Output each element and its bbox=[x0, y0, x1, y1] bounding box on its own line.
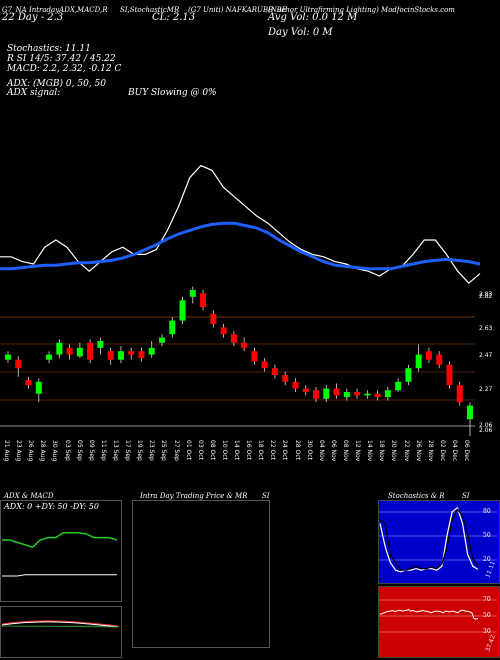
candle-body bbox=[46, 354, 53, 360]
candle-body bbox=[107, 351, 114, 360]
candle-body bbox=[189, 290, 196, 297]
candle-body bbox=[169, 320, 176, 335]
header-avg-vol: Avg Vol: 0.0 12 M bbox=[268, 12, 358, 23]
rsi-level-50: 50 bbox=[483, 612, 491, 619]
candle-body bbox=[128, 351, 135, 355]
stoch-black-line bbox=[379, 508, 479, 571]
candle-body bbox=[425, 351, 432, 360]
price-axis-label: 2.06 bbox=[479, 422, 493, 429]
price-axis-label: 2.47 bbox=[479, 352, 493, 359]
candle-body bbox=[292, 381, 299, 389]
stoch-level-80: 80 bbox=[483, 508, 491, 515]
header-title-a: G7_NA IntradayADX,MACD,R bbox=[2, 6, 108, 14]
candle-body bbox=[364, 393, 371, 396]
candle-body bbox=[241, 342, 248, 348]
stoch-panel bbox=[378, 500, 500, 584]
candle-body bbox=[405, 368, 412, 382]
candle-body bbox=[323, 388, 330, 399]
stoch-value: Stochastics: 11.11 bbox=[7, 44, 91, 54]
price-axis-label: 2.27 bbox=[479, 386, 493, 393]
rsi-value: R SI 14/5: 37.42 / 45.22 bbox=[7, 54, 116, 64]
stoch-level-50: 50 bbox=[483, 532, 491, 539]
header-title-c: (G7 Uniti) NAFKARUBB_BE bbox=[188, 6, 287, 14]
buy-signal: BUY Slowing @ 0% bbox=[128, 88, 217, 98]
candle-body bbox=[354, 392, 361, 396]
candle-body bbox=[76, 347, 83, 357]
macd-value: MACD: 2.2, 2.32, -0.12 C bbox=[7, 64, 122, 74]
candle-body bbox=[271, 368, 278, 375]
adx-white-line bbox=[2, 574, 117, 577]
adx-panel-values: ADX: 0 +DY: 50 -DY: 50 bbox=[4, 502, 99, 511]
price-axis-label: 2.83 bbox=[479, 291, 493, 298]
candle-body bbox=[230, 334, 237, 343]
candle-body bbox=[148, 347, 155, 355]
stoch-level-20: 20 bbox=[483, 556, 491, 563]
adx-value: ADX: (MGB) 0, 50, 50 bbox=[7, 79, 106, 89]
adx-signal-label: ADX signal: bbox=[7, 88, 61, 98]
candle-body bbox=[282, 375, 289, 382]
candle-body bbox=[25, 380, 32, 386]
candle-body bbox=[66, 347, 73, 355]
header-period: 22 Day - 2.3 bbox=[2, 12, 64, 23]
candle-body bbox=[56, 342, 63, 355]
panel2-si: SI bbox=[262, 492, 270, 500]
candle-body bbox=[446, 364, 453, 386]
panel3-si: SI bbox=[462, 492, 470, 500]
candle-body bbox=[467, 405, 473, 420]
candle-chart bbox=[0, 286, 475, 437]
candle-body bbox=[415, 354, 422, 369]
header-close: CL: 2.13 bbox=[152, 12, 196, 23]
candle-body bbox=[179, 300, 186, 321]
candle-body bbox=[456, 385, 463, 403]
candle-body bbox=[374, 393, 381, 398]
candle-body bbox=[97, 341, 104, 348]
macd-red-line bbox=[1, 620, 119, 627]
candle-body bbox=[87, 342, 94, 360]
adx-panel bbox=[0, 500, 122, 602]
candle-body bbox=[5, 354, 11, 360]
candle-body bbox=[220, 327, 227, 335]
intraday-panel bbox=[132, 500, 270, 648]
candle-body bbox=[138, 351, 145, 358]
rsi-panel bbox=[378, 586, 500, 658]
macd-white-line bbox=[1, 621, 119, 628]
candle-body bbox=[395, 381, 402, 391]
candle-body bbox=[343, 392, 350, 398]
candle-body bbox=[436, 354, 443, 365]
candle-body bbox=[313, 390, 319, 399]
panel1-title: ADX & MACD bbox=[4, 492, 54, 500]
stoch-white-line bbox=[379, 506, 479, 573]
candle-body bbox=[159, 337, 165, 343]
macd-green-line bbox=[1, 625, 119, 628]
price-axis-label: 2.06 bbox=[479, 427, 493, 434]
candle-body bbox=[333, 388, 340, 396]
candle-body bbox=[35, 381, 42, 394]
adx-green-line bbox=[2, 532, 118, 549]
candle-body bbox=[302, 388, 309, 392]
header-title-d: (Nuchor Ultrafirming Lighting) ModfocinS… bbox=[268, 6, 455, 14]
ma-blue-line bbox=[0, 221, 481, 271]
price-axis-label: 2.82 bbox=[479, 293, 493, 300]
candle-body bbox=[251, 351, 258, 362]
candle-body bbox=[384, 390, 391, 398]
rsi-level-30: 30 bbox=[483, 628, 491, 635]
header-title-b: SI,StochasticMR bbox=[120, 6, 180, 14]
macd-panel bbox=[0, 606, 122, 658]
candle-body bbox=[117, 351, 124, 360]
rsi-level-70: 70 bbox=[483, 596, 491, 603]
candle-body bbox=[210, 313, 217, 324]
ma-chart bbox=[0, 164, 481, 285]
header-day-vol: Day Vol: 0 M bbox=[268, 27, 333, 38]
panel3-title: Stochastics & R bbox=[388, 492, 445, 500]
price-axis-label: 2.63 bbox=[479, 325, 493, 332]
panel2-title: Intra Day Trading Price & MR bbox=[140, 492, 248, 500]
rsi-white-line bbox=[379, 609, 479, 620]
candle-body bbox=[15, 359, 22, 369]
candle-body bbox=[261, 361, 268, 369]
candle-body bbox=[200, 293, 207, 307]
